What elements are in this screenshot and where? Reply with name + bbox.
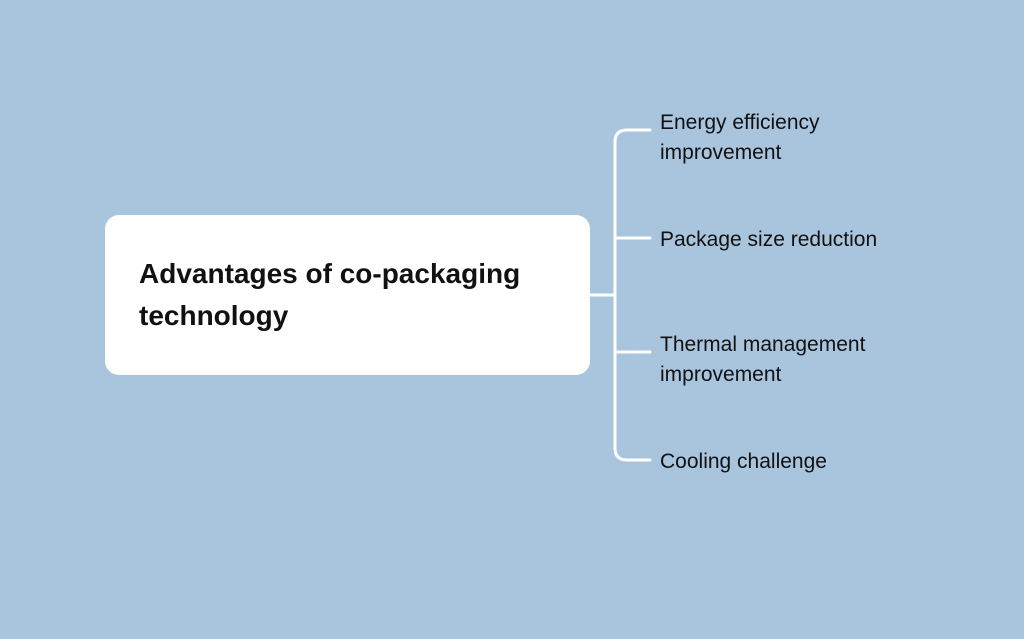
child-label-3: Cooling challenge [660,447,940,477]
child-label-1: Package size reduction [660,225,940,255]
child-label-2: Thermal management improvement [660,330,920,391]
root-node: Advantages of co-packaging technology [105,215,590,375]
diagram-canvas: Advantages of co-packaging technology En… [0,0,1024,639]
child-label-0: Energy efficiency improvement [660,108,920,169]
root-node-label: Advantages of co-packaging technology [139,253,556,337]
